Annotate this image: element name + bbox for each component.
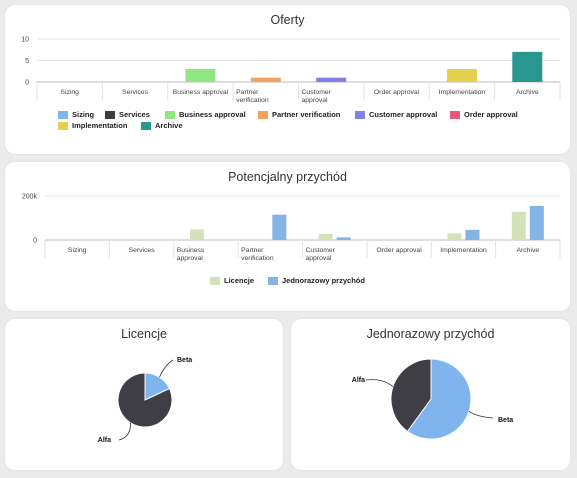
- legend-label: Implementation: [72, 121, 128, 130]
- pie-slice-beta: [406, 358, 472, 440]
- licencje-card: Licencje Beta Alfa: [5, 319, 283, 470]
- legend-swatch: [58, 121, 68, 130]
- jednorazowy-card: Jednorazowy przychód Beta Alfa: [291, 319, 570, 470]
- legend-label: Partner verification: [272, 110, 341, 119]
- bar-business-approval: [185, 69, 216, 82]
- x-tick-label-customer-approval: approval: [302, 97, 329, 104]
- x-tick-label-archive: Archive: [516, 247, 539, 254]
- x-tick-label-services: Services: [122, 89, 149, 96]
- x-tick-label-sizing: Sizing: [68, 247, 87, 254]
- x-tick-label-business-approval: Business: [177, 247, 205, 254]
- pie-label-alfa: Alfa: [98, 437, 111, 444]
- bar-archive: [512, 51, 543, 82]
- legend-label: Archive: [155, 121, 183, 130]
- legend-label: Licencje: [224, 276, 255, 285]
- legend-label: Order approval: [464, 110, 518, 119]
- x-tick-label-customer-approval: approval: [306, 255, 333, 262]
- jednorazowy-pie: Beta Alfa: [352, 358, 513, 440]
- bar-partner-verification: [250, 77, 281, 82]
- legend-label: Sizing: [72, 110, 95, 119]
- bar-jednorazowy-przych-d-partner-verification: [272, 214, 287, 240]
- x-tick-label-implementation: Implementation: [440, 247, 487, 254]
- pie-slice-alfa: [390, 358, 432, 433]
- oferty-card: Oferty 10 5 0 Sizing Services Business approv…: [5, 5, 570, 154]
- x-tick-label-order-approval: Order approval: [374, 89, 420, 96]
- x-tick-label-partner-verification: verification: [236, 97, 269, 104]
- x-tick-label-services: Services: [129, 247, 156, 254]
- legend-label: Services: [119, 110, 150, 119]
- legend-item-partner-verification[interactable]: Partner verification: [258, 110, 340, 119]
- legend-item-order-approval[interactable]: Order approval: [450, 110, 518, 119]
- legend-item-customer-approval[interactable]: Customer approval: [355, 110, 437, 119]
- legend-swatch: [141, 121, 151, 130]
- pie-callout-line: [468, 411, 494, 419]
- y-tick-label: 10: [21, 37, 29, 44]
- legend-swatch: [450, 110, 460, 119]
- pie-callout-line: [118, 422, 131, 441]
- bar-licencje-business-approval: [189, 229, 204, 240]
- legend-swatch: [268, 276, 278, 285]
- x-tick-label-partner-verification: Partner: [236, 89, 259, 96]
- x-tick-label-partner-verification: Partner: [241, 247, 264, 254]
- pie-label-beta: Beta: [498, 417, 513, 424]
- pie-callout-line: [159, 359, 174, 378]
- legend-item-business-approval[interactable]: Business approval: [165, 110, 246, 119]
- y-tick-label: 0: [25, 80, 29, 87]
- przychod-title: Potencjalny przychód: [228, 170, 347, 184]
- x-tick-label-partner-verification: verification: [241, 255, 274, 262]
- bar-licencje-implementation: [447, 233, 462, 240]
- legend-label: Business approval: [179, 110, 246, 119]
- y-tick-label: 5: [25, 58, 29, 65]
- przychod-card: Potencjalny przychód 200k 0 Sizing Services…: [5, 162, 570, 311]
- bar-customer-approval: [316, 77, 347, 82]
- x-tick-label-sizing: Sizing: [60, 89, 79, 96]
- legend-swatch: [58, 110, 68, 119]
- x-tick-label-implementation: Implementation: [439, 89, 486, 96]
- pie-callout-line: [365, 379, 394, 387]
- legend-item-jednorazowy-przych-d[interactable]: Jednorazowy przychód: [268, 276, 365, 285]
- bar-licencje-archive: [511, 211, 526, 240]
- y-tick-label: 0: [33, 238, 37, 245]
- legend-item-sizing[interactable]: Sizing: [58, 110, 94, 119]
- x-tick-label-customer-approval: Customer: [306, 247, 336, 254]
- x-tick-label-archive: Archive: [516, 89, 539, 96]
- bar-jednorazowy-przych-d-archive: [529, 205, 544, 240]
- y-tick-label: 200k: [22, 194, 38, 201]
- x-tick-label-business-approval: Business approval: [173, 89, 229, 96]
- bar-implementation: [446, 69, 477, 82]
- legend-swatch: [105, 110, 115, 119]
- licencje-title: Licencje: [121, 327, 167, 341]
- legend-item-licencje[interactable]: Licencje: [210, 276, 254, 285]
- bar-jednorazowy-przych-d-implementation: [465, 229, 480, 240]
- jednorazowy-title: Jednorazowy przychód: [366, 327, 495, 341]
- licencje-pie: Beta Alfa: [98, 357, 193, 444]
- x-tick-label-order-approval: Order approval: [376, 247, 422, 254]
- legend-swatch: [165, 110, 175, 119]
- x-tick-label-business-approval: approval: [177, 255, 204, 262]
- bar-jednorazowy-przych-d-customer-approval: [336, 237, 351, 240]
- legend-item-implementation[interactable]: Implementation: [58, 121, 127, 130]
- legend-label: Customer approval: [369, 110, 438, 119]
- pie-label-alfa: Alfa: [352, 377, 365, 384]
- legend-label: Jednorazowy przychód: [282, 276, 365, 285]
- legend-item-archive[interactable]: Archive: [141, 121, 183, 130]
- oferty-chart: 10 5 0 Sizing Services Business approval Partn…: [21, 37, 561, 104]
- pie-label-beta: Beta: [177, 357, 192, 364]
- pie-slice-alfa: [117, 372, 173, 428]
- legend-swatch: [210, 276, 220, 285]
- legend-swatch: [258, 110, 268, 119]
- oferty-title: Oferty: [270, 13, 305, 27]
- bar-licencje-customer-approval: [318, 233, 333, 240]
- legend-swatch: [355, 110, 365, 119]
- x-tick-label-customer-approval: Customer: [302, 89, 332, 96]
- legend-item-services[interactable]: Services: [105, 110, 150, 119]
